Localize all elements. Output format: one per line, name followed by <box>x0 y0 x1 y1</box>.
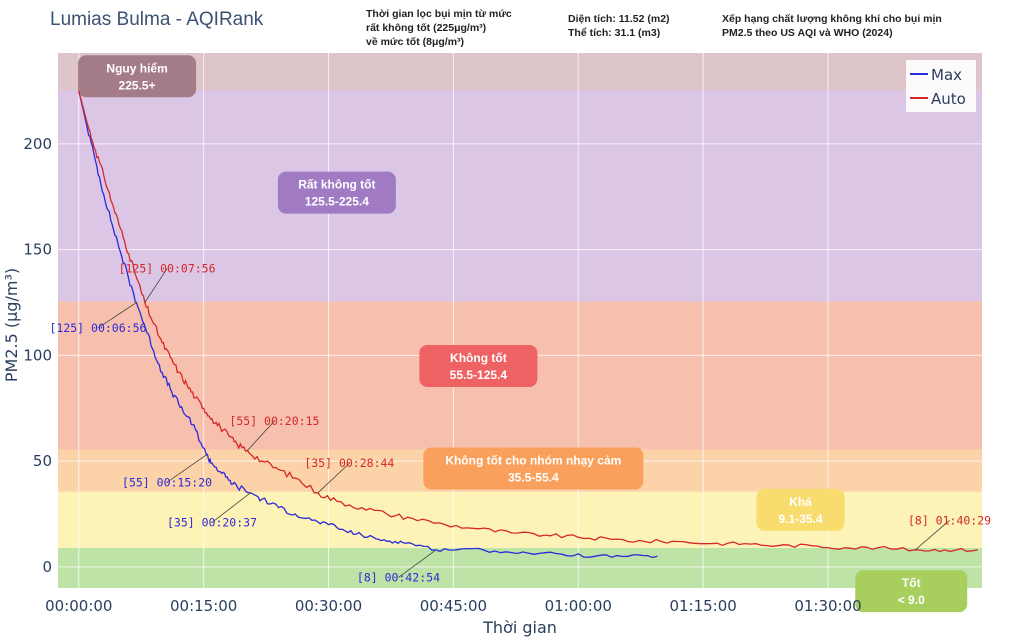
annotation-arrow <box>97 302 137 329</box>
annotation-arrow <box>211 492 251 523</box>
band-label-4: Khá 9.1-35.4 <box>756 488 845 531</box>
annotation: [125] 00:06:56 <box>49 302 146 335</box>
y-tick-label: 150 <box>23 241 52 259</box>
band-label-name: Nguy hiểm <box>106 61 167 75</box>
x-axis-label: Thời gian <box>482 618 557 637</box>
x-tick-label: 01:00:00 <box>545 597 612 615</box>
annotation: [8] 01:40:29 <box>908 513 991 551</box>
annotation-arrow <box>398 549 437 578</box>
annotation-label: [125] 00:06:56 <box>49 321 146 335</box>
annotation-arrow <box>247 420 275 451</box>
band-label-box <box>419 344 538 387</box>
band-label-1: Rất không tốt 125.5-225.4 <box>277 171 396 214</box>
aqi-ranking-note: Xếp hạng chất lượng không khí cho bụi mị… <box>722 13 942 39</box>
annotation-label: [125] 00:07:56 <box>119 262 216 276</box>
annotation: [55] 00:15:20 <box>122 454 212 489</box>
annotation-arrow <box>317 462 350 494</box>
band-label-name: Không tốt cho nhóm nhạy cảm <box>445 454 621 468</box>
y-tick-label: 0 <box>42 558 52 576</box>
x-tick-label: 01:15:00 <box>669 597 736 615</box>
x-tick-label: 00:00:00 <box>45 597 112 615</box>
x-tick-label: 00:15:00 <box>170 597 237 615</box>
annotation: [35] 00:28:44 <box>304 456 394 494</box>
band-label-2: Không tốt 55.5-125.4 <box>419 344 538 387</box>
legend[interactable]: Max Auto <box>906 60 976 112</box>
legend-item-auto[interactable]: Auto <box>910 90 966 108</box>
band-label-name: Rất không tốt <box>298 178 375 192</box>
annotation-arrow <box>166 454 207 483</box>
x-tick-label: 01:30:00 <box>794 597 861 615</box>
x-tick-label: 00:45:00 <box>420 597 487 615</box>
band-label-range: 9.1-35.4 <box>779 512 823 526</box>
band-label-range: 35.5-55.4 <box>508 471 559 485</box>
band-label-box <box>78 55 197 98</box>
filter-time-note: Thời gian lọc bụi mịn từ mức rất không t… <box>366 8 512 48</box>
band-label-box <box>423 447 644 490</box>
app-title: Lumias Bulma - AQIRank <box>50 9 264 30</box>
band-label-range: 55.5-125.4 <box>450 368 508 382</box>
annotation-label: [8] 01:40:29 <box>908 513 991 527</box>
y-axis-label: PM2.5 (μg/m³) <box>2 268 21 382</box>
annotation-label: [35] 00:20:37 <box>167 515 257 529</box>
annotation-label: [8] 00:42:54 <box>357 570 440 584</box>
y-tick-label: 100 <box>23 346 52 364</box>
aqi-band-0 <box>58 547 982 588</box>
band-label-range: 225.5+ <box>119 78 156 92</box>
legend-label: Auto <box>931 90 966 108</box>
annotation-label: [35] 00:28:44 <box>304 456 394 470</box>
legend-item-max[interactable]: Max <box>910 66 962 84</box>
band-label-name: Tốt <box>902 576 921 590</box>
series-line-max <box>78 90 658 559</box>
legend-box <box>906 60 976 112</box>
y-tick-label: 50 <box>33 452 52 470</box>
annotation: [125] 00:07:56 <box>119 262 216 303</box>
annotation-label: [55] 00:20:15 <box>229 414 319 428</box>
band-label-5: Tốt < 9.0 <box>855 570 968 613</box>
band-label-3: Không tốt cho nhóm nhạy cảm 35.5-55.4 <box>423 447 644 490</box>
series-line-auto <box>78 90 978 553</box>
annotation-arrow <box>914 520 950 551</box>
band-label-0: Nguy hiểm 225.5+ <box>78 55 197 98</box>
annotation-label: [55] 00:15:20 <box>122 475 212 489</box>
band-label-name: Khá <box>789 495 812 509</box>
room-size-note: Diện tích: 11.52 (m2) Thể tích: 31.1 (m3… <box>568 13 670 39</box>
band-label-range: < 9.0 <box>898 593 925 607</box>
band-label-range: 125.5-225.4 <box>305 195 369 209</box>
band-label-box <box>855 570 968 613</box>
band-label-name: Không tốt <box>450 351 507 365</box>
legend-label: Max <box>931 66 962 84</box>
annotation-arrow <box>144 268 168 303</box>
annotation: [55] 00:20:15 <box>229 414 319 451</box>
band-label-box <box>756 488 845 531</box>
band-label-box <box>277 171 396 214</box>
x-tick-label: 00:30:00 <box>295 597 362 615</box>
aqi-band-5 <box>58 53 982 91</box>
annotation: [35] 00:20:37 <box>167 492 257 529</box>
annotation: [8] 00:42:54 <box>357 549 440 584</box>
y-tick-label: 200 <box>23 135 52 153</box>
